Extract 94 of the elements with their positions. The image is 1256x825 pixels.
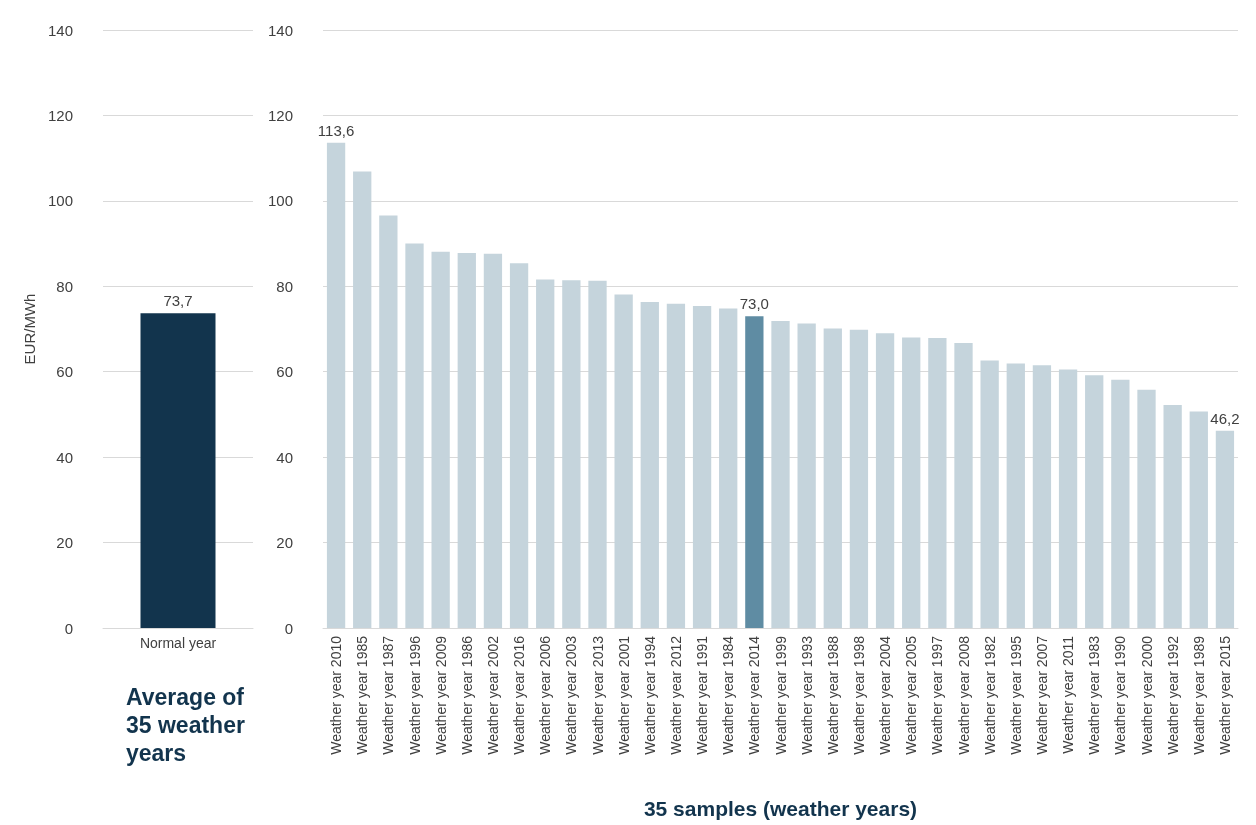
data-label: 73,0 [739, 295, 769, 313]
bar [353, 171, 372, 628]
x-tick-label: Weather year 1988 [824, 635, 841, 755]
y-tick-label: 140 [267, 21, 293, 39]
y-tick-label: 120 [267, 106, 293, 124]
y-tick-label: 80 [276, 277, 293, 295]
x-tick-label: Normal year [139, 635, 217, 651]
x-tick-label: Weather year 1996 [406, 635, 423, 755]
y-tick-label: 140 [47, 21, 73, 39]
bar [640, 302, 659, 628]
bar [1215, 430, 1235, 628]
bar [875, 333, 895, 628]
x-tick-label: Weather year 2010 [328, 635, 345, 755]
bar [1058, 369, 1078, 628]
x-tick-label: Weather year 2003 [563, 635, 580, 755]
y-tick-label: 40 [56, 448, 73, 466]
x-tick-label: Weather year 1995 [1007, 635, 1024, 755]
y-tick-label: 0 [284, 619, 293, 637]
x-tick-label: Weather year 1989 [1190, 635, 1207, 755]
x-tick-label: Weather year 1987 [380, 635, 397, 755]
x-tick-label: Weather year 1994 [641, 635, 658, 755]
x-tick-label: Weather year 2006 [537, 635, 554, 755]
x-tick-label: Weather year 2015 [1216, 635, 1233, 755]
x-tick-label: Weather year 2005 [903, 635, 920, 755]
bar [614, 294, 633, 628]
bar [1085, 375, 1104, 628]
x-tick-label: Weather year 2001 [615, 635, 632, 755]
x-tick-label: Weather year 1991 [694, 635, 711, 755]
bar [692, 305, 712, 628]
bar [1163, 405, 1182, 628]
x-axis-title: 35 samples (weather years) [643, 797, 918, 820]
y-tick-label: 40 [276, 448, 293, 466]
bar [483, 253, 503, 628]
y-tick-label: 100 [47, 192, 73, 210]
y-tick-label: 20 [276, 534, 293, 552]
x-axis-title: Average of 35 weather years [126, 683, 246, 767]
x-tick-label: Weather year 1984 [720, 635, 737, 755]
bar [1006, 363, 1025, 628]
x-tick-label: Weather year 2007 [1033, 635, 1050, 755]
bar [1189, 411, 1208, 628]
x-tick-label: Weather year 2013 [589, 635, 606, 755]
y-tick-label: 20 [56, 534, 73, 552]
x-tick-label: Weather year 1985 [354, 635, 371, 755]
x-tick-label: Weather year 2011 [1060, 635, 1077, 754]
bar [588, 280, 607, 628]
bar [1032, 365, 1052, 628]
x-tick-label: Weather year 1983 [1086, 635, 1103, 755]
x-tick-label: Weather year 2002 [484, 635, 501, 755]
bar [457, 252, 476, 628]
y-tick-label: 60 [56, 363, 73, 381]
bar [745, 316, 764, 628]
bar [849, 329, 869, 628]
x-tick-label: Weather year 1998 [850, 635, 867, 755]
x-tick-label: Weather year 1999 [772, 635, 789, 755]
x-tick-label: Weather year 1993 [798, 635, 815, 755]
bar [771, 320, 790, 628]
data-label: 73,7 [163, 292, 193, 310]
x-tick-label: Weather year 2000 [1138, 635, 1155, 755]
y-tick-label: 0 [64, 619, 73, 637]
bar [562, 280, 581, 628]
data-label: 46,2 [1210, 409, 1240, 427]
y-axis-title: EUR/MWh [21, 293, 39, 365]
bar [719, 308, 738, 628]
x-tick-label: Weather year 1986 [458, 635, 475, 755]
bar [980, 360, 999, 628]
bar [823, 328, 842, 628]
bar [431, 251, 450, 628]
x-tick-label: Weather year 2004 [877, 635, 894, 755]
bar [405, 243, 424, 628]
x-tick-label: Weather year 2009 [432, 635, 449, 755]
bar [666, 303, 686, 628]
y-tick-label: 80 [56, 277, 73, 295]
bar [902, 337, 921, 628]
y-tick-label: 120 [47, 106, 73, 124]
x-tick-label: Weather year 1997 [929, 635, 946, 755]
x-tick-label: Weather year 1992 [1164, 635, 1181, 755]
bar [536, 279, 555, 628]
x-tick-label: Weather year 2008 [955, 635, 972, 755]
bar [1111, 379, 1130, 628]
y-tick-label: 100 [267, 192, 293, 210]
bar [379, 215, 398, 628]
bar [797, 323, 816, 628]
bar [509, 263, 529, 628]
data-label: 113,6 [317, 121, 355, 139]
bar [326, 142, 346, 628]
bar [928, 337, 947, 628]
x-tick-label: Weather year 1990 [1112, 635, 1129, 755]
bar [954, 343, 973, 628]
bar [1137, 389, 1156, 628]
x-tick-label: Weather year 1982 [981, 635, 998, 755]
x-tick-label: Weather year 2012 [667, 635, 684, 755]
y-tick-label: 60 [276, 363, 293, 381]
x-tick-label: Weather year 2014 [746, 635, 763, 755]
x-tick-label: Weather year 2016 [511, 635, 528, 755]
